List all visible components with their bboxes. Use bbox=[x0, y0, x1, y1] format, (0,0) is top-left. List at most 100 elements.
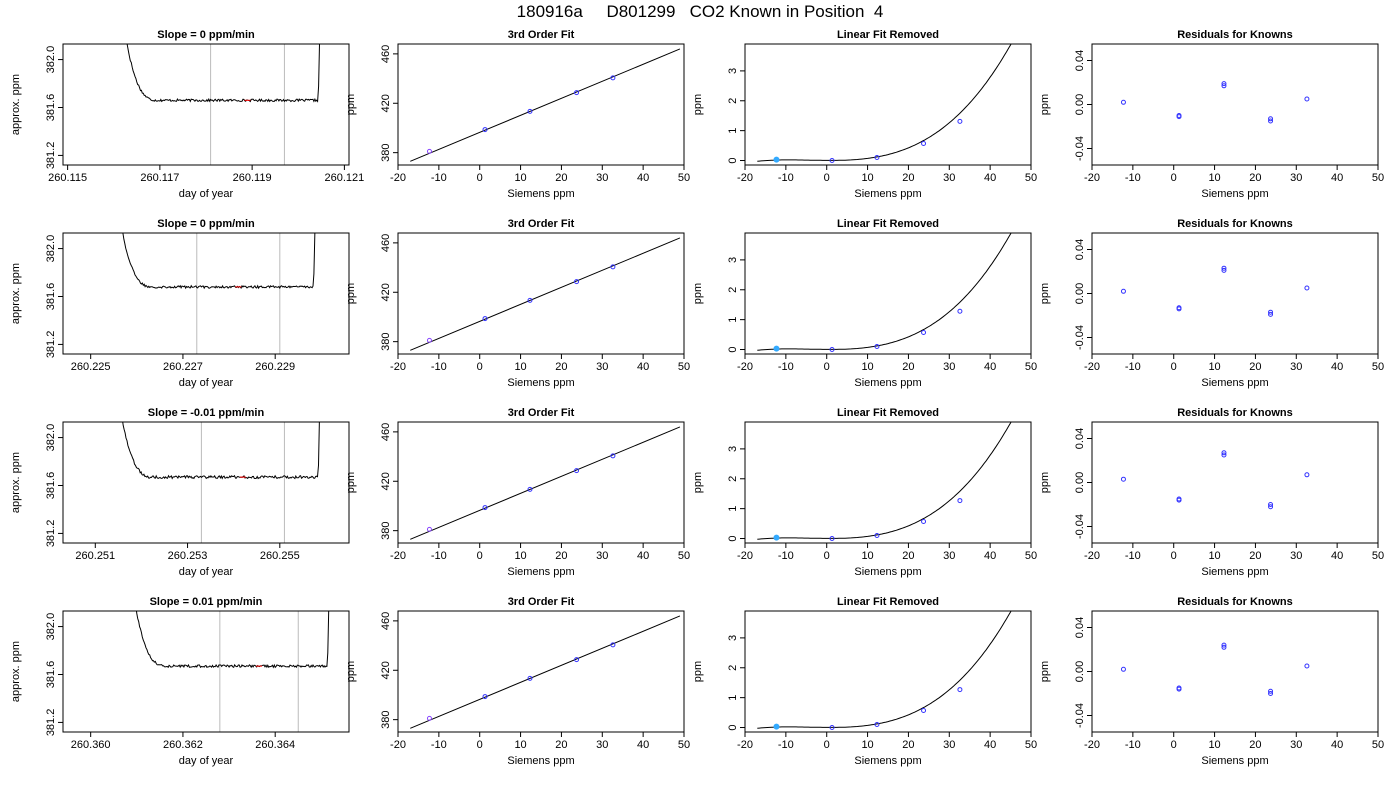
x-tick-label: 30 bbox=[943, 172, 955, 184]
x-tick-label: 260.227 bbox=[163, 361, 203, 373]
known-point bbox=[1304, 663, 1310, 669]
fit-curve bbox=[757, 611, 1012, 729]
known-point bbox=[1268, 116, 1274, 122]
plot-area bbox=[757, 233, 1012, 353]
y-tick-label: 0 bbox=[727, 346, 739, 352]
x-tick-label: 50 bbox=[1025, 361, 1037, 373]
plot-frame bbox=[397, 232, 685, 355]
x-tick-label: 30 bbox=[596, 172, 608, 184]
fit-line bbox=[410, 48, 681, 162]
x-tick-label: 10 bbox=[514, 550, 526, 562]
y-axis-label: approx. ppm bbox=[10, 641, 22, 702]
known-point bbox=[527, 675, 533, 681]
known-point bbox=[610, 453, 616, 459]
known-point bbox=[1221, 642, 1227, 648]
panel-title: Slope = 0 ppm/min bbox=[157, 29, 255, 41]
x-tick-label: 0 bbox=[477, 739, 483, 751]
y-tick-label: 0.00 bbox=[1074, 283, 1086, 304]
plot-frame bbox=[62, 610, 350, 733]
known-point bbox=[574, 279, 580, 285]
plot-frame bbox=[744, 232, 1032, 355]
panel-r4c4: Residuals for Knowns Siemens ppm ppm -20 -10… bbox=[1039, 596, 1384, 767]
x-tick-label: 0 bbox=[1171, 739, 1177, 751]
x-tick-label: 50 bbox=[1372, 550, 1384, 562]
y-tick-label: 1 bbox=[727, 695, 739, 701]
y-axis-label: ppm bbox=[345, 661, 357, 682]
panel-r1c3: Linear Fit Removed Siemens ppm ppm -20 -10 0 1… bbox=[692, 29, 1037, 200]
plot-area bbox=[410, 426, 681, 540]
x-tick-label: -20 bbox=[390, 739, 406, 751]
x-tick-label: 260.255 bbox=[260, 550, 300, 562]
y-axis-label: ppm bbox=[692, 94, 704, 115]
x-tick-label: 40 bbox=[1331, 361, 1343, 373]
x-tick-label: 260.115 bbox=[48, 172, 87, 184]
known-point bbox=[1304, 285, 1310, 291]
known-point bbox=[829, 536, 835, 542]
x-tick-label: 20 bbox=[555, 172, 567, 184]
x-tick-label: 10 bbox=[861, 739, 873, 751]
known-point bbox=[874, 155, 880, 161]
plot-frame bbox=[62, 232, 350, 355]
y-tick-label: 381.2 bbox=[45, 520, 57, 548]
x-tick-label: 260.121 bbox=[325, 172, 365, 184]
x-tick-label: 0 bbox=[1171, 550, 1177, 562]
known-point bbox=[874, 533, 880, 539]
panel-title: 3rd Order Fit bbox=[508, 218, 575, 230]
y-axis-label: ppm bbox=[692, 472, 704, 493]
known-point bbox=[1176, 686, 1182, 692]
known-point bbox=[829, 347, 835, 353]
known-point bbox=[1304, 96, 1310, 102]
y-tick-label: 0.00 bbox=[1074, 661, 1086, 682]
x-tick-label: 10 bbox=[514, 172, 526, 184]
panel-title: Linear Fit Removed bbox=[837, 218, 939, 230]
known-point bbox=[574, 90, 580, 96]
reference-point bbox=[426, 337, 432, 343]
x-tick-label: 10 bbox=[514, 739, 526, 751]
known-point bbox=[1176, 114, 1182, 120]
y-axis-label: ppm bbox=[345, 472, 357, 493]
x-tick-label: 10 bbox=[1208, 172, 1220, 184]
y-axis-label: ppm bbox=[692, 283, 704, 304]
x-tick-label: 20 bbox=[555, 361, 567, 373]
y-tick-label: 0.00 bbox=[1074, 94, 1086, 115]
x-tick-label: 40 bbox=[637, 739, 649, 751]
y-tick-label: 381.6 bbox=[45, 94, 57, 122]
x-tick-label: -10 bbox=[431, 172, 447, 184]
y-axis-label: approx. ppm bbox=[10, 74, 22, 135]
known-point bbox=[1120, 288, 1126, 294]
panel-r1c2: 3rd Order Fit Siemens ppm ppm -20 -10 0 10 20 30… bbox=[345, 29, 690, 200]
known-point bbox=[610, 642, 616, 648]
y-tick-label: 381.2 bbox=[45, 709, 57, 737]
panel-r3c4: Residuals for Knowns Siemens ppm ppm -20 -10… bbox=[1039, 407, 1384, 578]
plot-frame bbox=[744, 43, 1032, 166]
panel-title: Slope = 0.01 ppm/min bbox=[150, 596, 263, 608]
x-tick-label: -10 bbox=[778, 361, 794, 373]
x-tick-label: 10 bbox=[1208, 550, 1220, 562]
y-tick-label: 3 bbox=[727, 257, 739, 263]
y-tick-label: 381.6 bbox=[45, 661, 57, 689]
y-tick-label: 380 bbox=[380, 143, 392, 161]
y-tick-label: -0.04 bbox=[1074, 136, 1086, 161]
y-tick-label: 420 bbox=[380, 94, 392, 112]
known-point bbox=[921, 707, 927, 713]
known-point bbox=[527, 486, 533, 492]
y-tick-label: 2 bbox=[727, 476, 739, 482]
y-tick-label: 1 bbox=[727, 128, 739, 134]
known-point bbox=[482, 316, 488, 322]
y-tick-label: 1 bbox=[727, 506, 739, 512]
x-tick-label: 30 bbox=[943, 739, 955, 751]
panel-r4c2: 3rd Order Fit Siemens ppm ppm -20 -10 0 10 20 30… bbox=[345, 596, 690, 767]
known-point bbox=[574, 468, 580, 474]
known-point bbox=[921, 329, 927, 335]
x-tick-label: 260.360 bbox=[71, 739, 111, 751]
x-axis-label: Siemens ppm bbox=[1201, 377, 1268, 389]
plot-frame bbox=[1091, 232, 1379, 355]
known-point bbox=[1176, 497, 1182, 503]
known-point bbox=[574, 657, 580, 663]
ppm-trace-line bbox=[122, 233, 316, 290]
reference-point bbox=[426, 526, 432, 532]
plot-area bbox=[410, 615, 681, 729]
panel-r3c2: 3rd Order Fit Siemens ppm ppm -20 -10 0 10 20 30… bbox=[345, 407, 690, 578]
x-tick-label: 10 bbox=[861, 361, 873, 373]
known-point bbox=[829, 158, 835, 164]
